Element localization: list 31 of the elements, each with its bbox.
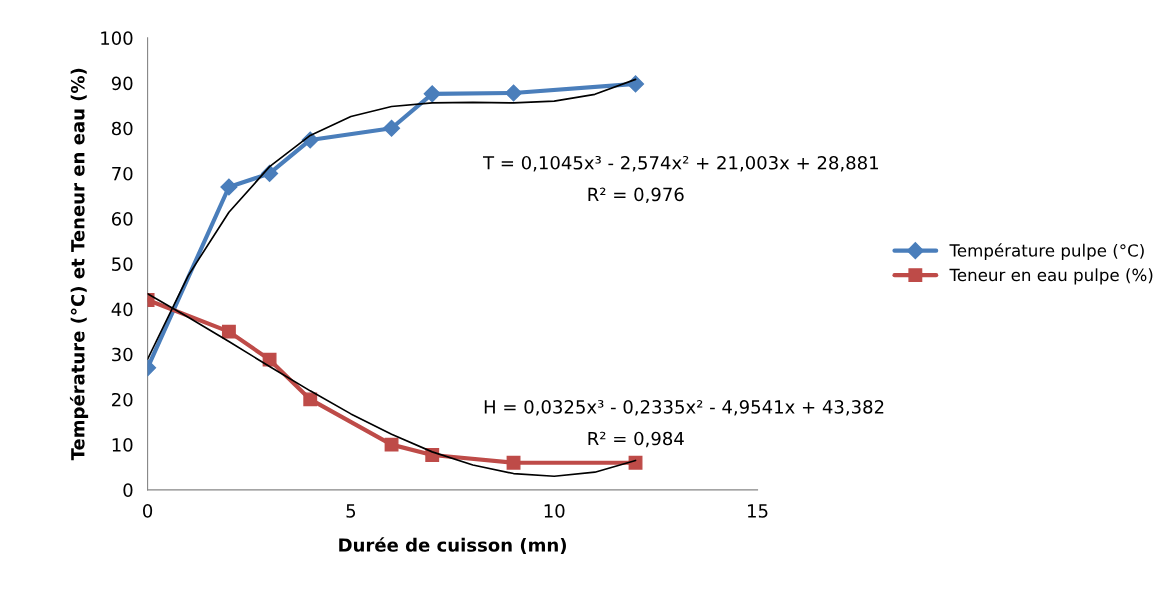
- point: [423, 85, 441, 103]
- point: [262, 352, 277, 367]
- annotation: R² = 0,976: [588, 187, 684, 204]
- y-axis-title: Température (°C) et Teneur en eau (%): [69, 68, 89, 461]
- y-tick-label: 90: [111, 76, 133, 91]
- y-tick-label: 50: [112, 257, 133, 271]
- annotation: T = 0,1045x³ - 2,574x² + 21,003x + 28,881: [483, 155, 878, 172]
- point: [384, 437, 399, 452]
- y-tick-label: 100: [101, 31, 133, 45]
- y-tick-label: 0: [123, 483, 133, 497]
- annotation: H = 0,0325x³ - 0,2335x² - 4,9541x + 43,382: [484, 400, 884, 416]
- legend-label: Teneur en eau pulpe (%): [949, 268, 1153, 285]
- annotation: R² = 0,984: [588, 431, 684, 448]
- point: [303, 392, 318, 407]
- x-tick-label: 15: [748, 504, 768, 518]
- y-tick-label: 70: [112, 166, 133, 181]
- y-tick-label: 40: [111, 302, 133, 317]
- y-tick-label: 20: [112, 392, 133, 407]
- point: [220, 178, 238, 196]
- legend-label: Température pulpe (°C): [949, 243, 1144, 260]
- y-tick-label: 60: [111, 212, 133, 226]
- y-tick-label: 30: [112, 347, 133, 362]
- y-tick-label: 10: [112, 438, 133, 452]
- x-tick-label: 10: [544, 504, 565, 518]
- x-axis-title: Durée de cuisson (mn): [339, 537, 566, 554]
- point: [383, 119, 401, 137]
- x-tick-label: 5: [346, 504, 356, 518]
- x-tick-label: 0: [143, 504, 153, 518]
- y-tick-label: 80: [111, 121, 133, 136]
- point: [221, 324, 236, 339]
- point: [506, 455, 521, 470]
